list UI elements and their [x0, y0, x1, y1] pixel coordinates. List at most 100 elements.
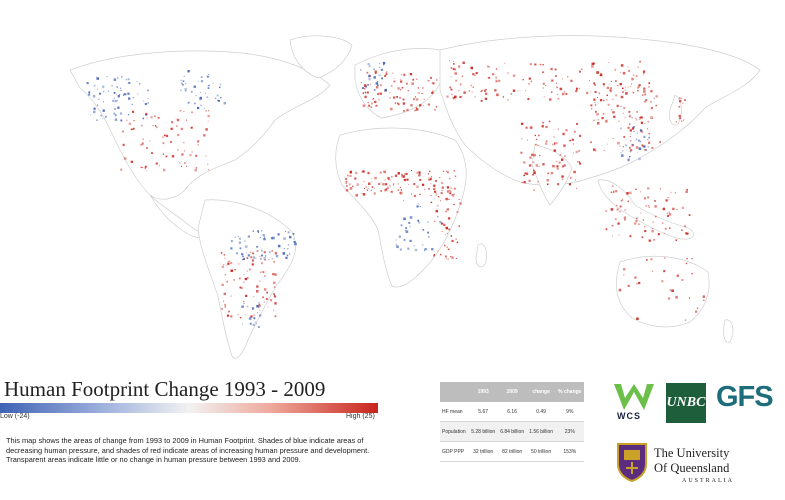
change-dot: [354, 177, 357, 180]
change-dot: [684, 225, 687, 228]
change-dot: [612, 98, 614, 100]
change-dot: [528, 77, 531, 80]
change-dot: [378, 74, 380, 76]
change-dot: [556, 167, 559, 170]
change-dot: [629, 129, 632, 132]
change-dot: [380, 181, 382, 183]
change-dot: [531, 153, 534, 156]
change-dot: [405, 229, 407, 231]
change-dot: [200, 76, 203, 78]
stats-cell: 32 trillion: [468, 441, 498, 462]
change-dot: [646, 259, 648, 261]
change-dot: [416, 185, 419, 188]
change-dot: [360, 82, 362, 84]
change-dot: [453, 63, 455, 65]
change-dot: [644, 93, 647, 96]
change-dot: [553, 129, 554, 131]
change-dot: [127, 114, 130, 116]
change-dot: [127, 78, 130, 81]
change-dot: [123, 157, 127, 160]
change-dot: [385, 188, 388, 190]
change-dot: [647, 146, 649, 148]
change-dot: [349, 187, 353, 190]
change-dot: [557, 183, 560, 186]
change-dot: [162, 142, 165, 145]
change-dot: [553, 142, 556, 144]
change-dot: [93, 85, 96, 87]
change-dot: [557, 94, 559, 96]
change-dot: [183, 75, 185, 77]
change-dot: [102, 90, 105, 93]
change-dot: [576, 161, 579, 163]
change-dot: [612, 185, 614, 187]
change-dot: [352, 185, 354, 187]
change-dot: [220, 96, 222, 99]
change-dot: [450, 235, 453, 237]
change-dot: [386, 186, 390, 189]
change-dot: [640, 212, 642, 214]
change-dot: [99, 92, 101, 95]
change-dot: [647, 187, 650, 190]
change-dot: [541, 125, 544, 128]
change-dot: [228, 311, 230, 313]
change-dot: [397, 172, 400, 175]
change-dot: [103, 101, 104, 103]
change-dot: [424, 250, 426, 252]
change-dot: [591, 108, 593, 110]
stats-header-cell: change: [526, 382, 556, 402]
change-dot: [264, 275, 266, 277]
change-dot: [551, 91, 553, 93]
change-dot: [248, 317, 252, 320]
change-dot: [630, 85, 632, 87]
change-dot: [606, 143, 608, 145]
change-dot: [224, 306, 226, 308]
change-dot: [614, 80, 617, 82]
stats-row-population: Population 5.28 billion 6.84 billion 1.5…: [440, 421, 584, 442]
change-dot: [626, 192, 629, 195]
change-dot: [623, 106, 626, 110]
change-dot: [488, 77, 491, 79]
change-dot: [289, 252, 291, 254]
change-dot: [199, 96, 202, 100]
change-dot: [629, 235, 632, 238]
change-dot: [650, 100, 652, 103]
change-dot: [598, 92, 601, 95]
change-dot: [628, 111, 631, 113]
change-dot: [674, 192, 676, 194]
change-dot: [539, 154, 541, 156]
change-dot: [664, 257, 666, 259]
change-dot: [368, 182, 371, 185]
change-dot: [414, 96, 416, 98]
change-dot: [507, 72, 509, 74]
change-dot: [628, 69, 630, 72]
change-dot: [240, 247, 242, 249]
change-dot: [253, 296, 255, 298]
change-dot: [453, 193, 455, 195]
change-dot: [622, 87, 624, 90]
change-dot: [194, 102, 196, 105]
change-dot: [263, 251, 266, 254]
change-dot: [622, 150, 624, 152]
change-dot: [114, 114, 117, 117]
change-dot: [427, 80, 429, 82]
change-dot: [256, 323, 257, 325]
stats-cell: 0.49: [526, 402, 556, 422]
change-dot: [451, 239, 454, 242]
change-dot: [207, 85, 209, 87]
change-dot: [643, 145, 646, 148]
change-dot: [265, 298, 268, 300]
change-dot: [445, 226, 448, 230]
change-dot: [251, 260, 254, 263]
change-dot: [557, 128, 559, 130]
change-dot: [659, 141, 661, 143]
change-dot: [680, 97, 682, 99]
change-dot: [636, 132, 638, 134]
change-dot: [158, 165, 160, 167]
change-dot: [596, 71, 599, 74]
change-dot: [439, 220, 442, 224]
change-dot: [238, 263, 240, 265]
change-dot: [554, 75, 557, 77]
change-dot: [190, 90, 193, 93]
change-dot: [207, 163, 209, 165]
change-dot: [452, 68, 455, 70]
